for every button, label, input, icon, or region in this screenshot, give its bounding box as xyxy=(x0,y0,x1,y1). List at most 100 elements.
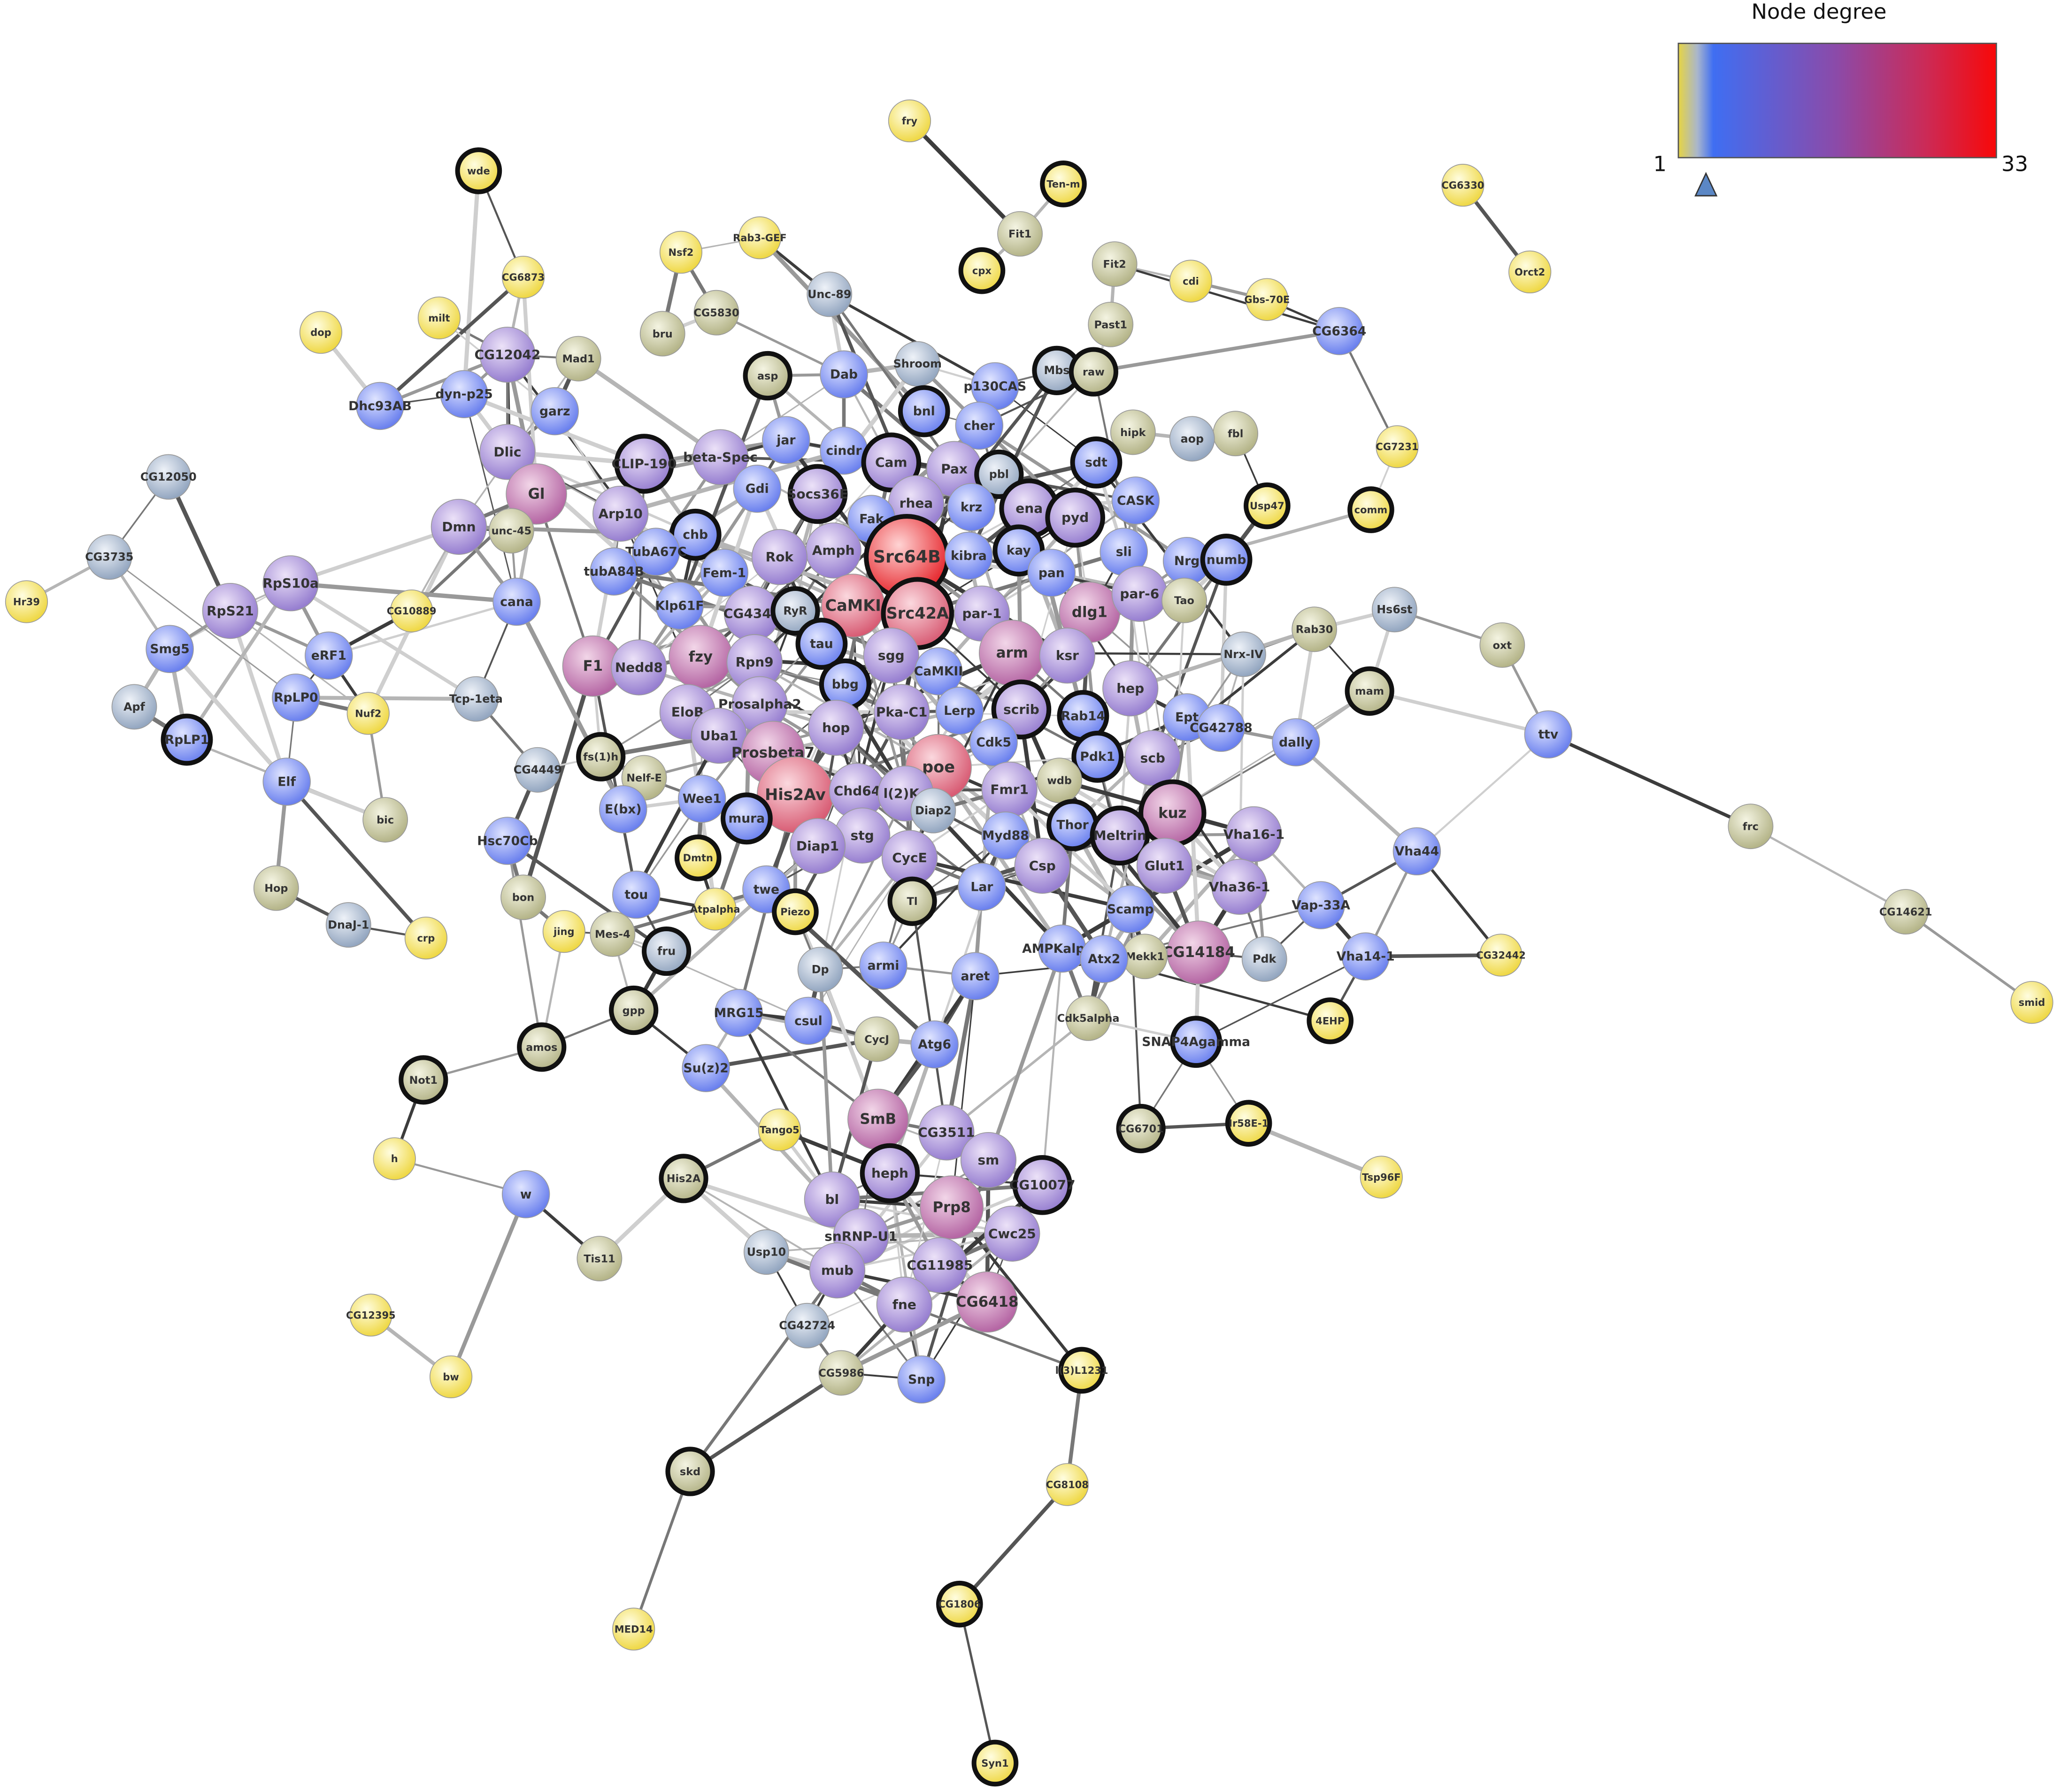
node-label: Mad1 xyxy=(562,353,595,365)
edge xyxy=(637,488,759,668)
node-group: Tango5 xyxy=(758,1108,801,1151)
node xyxy=(809,1242,866,1299)
node-label: F1 xyxy=(583,658,603,674)
node xyxy=(555,336,601,382)
node xyxy=(693,888,737,931)
node xyxy=(958,863,1006,911)
node-group: ksr xyxy=(1039,628,1095,684)
node xyxy=(111,684,157,730)
node-label: Fem-1 xyxy=(703,566,746,580)
node-label: Orct2 xyxy=(1515,267,1545,278)
node-group: wde xyxy=(455,147,502,194)
node-label: sli xyxy=(1116,545,1132,559)
node-label: CG12042 xyxy=(475,347,541,362)
node-group: Vha44 xyxy=(1392,827,1441,876)
node xyxy=(1315,307,1364,355)
node-label: dlg1 xyxy=(1072,604,1107,620)
node xyxy=(693,290,739,336)
node-group: CG6418 xyxy=(956,1271,1018,1333)
node-group: unc-45 xyxy=(488,508,534,554)
node-label: CG3511 xyxy=(918,1125,975,1140)
node-group: Gl xyxy=(506,463,567,525)
node-label: kibra xyxy=(951,549,987,563)
node-group: Fit2 xyxy=(1092,241,1138,287)
node-group: Mes-4 xyxy=(590,911,636,957)
node-label: snRNP-U1 xyxy=(824,1228,897,1244)
node xyxy=(453,676,499,722)
node-group: Lar xyxy=(958,863,1006,911)
node-group: Arp10 xyxy=(592,485,649,542)
node-label: 4EHP xyxy=(1315,1015,1345,1026)
node-label: Chd64 xyxy=(834,783,880,798)
edge xyxy=(766,1233,1012,1253)
node-label: cindr xyxy=(826,444,862,458)
node-label: Ept xyxy=(1175,710,1199,725)
node-group: Fem-1 xyxy=(700,549,749,597)
node xyxy=(960,1132,1017,1188)
node-label: Mes-4 xyxy=(595,928,631,941)
node-group: Atg6 xyxy=(910,1020,959,1069)
node xyxy=(1069,347,1118,397)
node-group: Rok xyxy=(751,529,807,585)
node-label: hop xyxy=(822,720,850,735)
node-label: skd xyxy=(680,1466,700,1478)
node-group: pyd xyxy=(1045,488,1105,548)
node-group: Prp8 xyxy=(920,1175,984,1240)
legend-max: 33 xyxy=(2001,152,2028,176)
node-group: 4EHP xyxy=(1307,997,1354,1044)
edge xyxy=(683,1178,838,1271)
node xyxy=(2010,981,2053,1024)
node xyxy=(356,382,404,430)
node-group: kibra xyxy=(945,531,993,580)
node-group: CLIP-190 xyxy=(612,434,677,494)
node-label: Not1 xyxy=(409,1074,438,1087)
node-group: Pdk1 xyxy=(1071,730,1124,783)
node xyxy=(1479,934,1523,977)
node-label: dyn-p25 xyxy=(435,387,492,402)
node-label: Vha16-1 xyxy=(1223,827,1284,842)
node xyxy=(958,247,1006,294)
node-group: armi xyxy=(859,942,907,990)
node-group: milt xyxy=(417,296,461,340)
node xyxy=(665,1447,715,1496)
node-group: gpp xyxy=(609,985,659,1035)
node-label: Tango5 xyxy=(760,1125,800,1136)
node xyxy=(797,947,843,993)
node xyxy=(1106,885,1154,934)
node-group: smid xyxy=(2010,981,2053,1024)
node xyxy=(86,534,132,580)
node-group: CG10889 xyxy=(387,589,436,633)
node-label: Csp xyxy=(1029,858,1056,873)
node xyxy=(784,1302,830,1348)
node-group: Dab xyxy=(820,350,868,398)
node-label: rhea xyxy=(900,495,933,511)
node-label: csul xyxy=(794,1014,823,1028)
node xyxy=(488,508,534,554)
node-label: RpS21 xyxy=(207,603,254,619)
node xyxy=(861,432,922,493)
node xyxy=(253,865,299,911)
node-label: MED14 xyxy=(615,1624,653,1635)
node-group: CG42724 xyxy=(779,1302,835,1348)
node-group: sdt xyxy=(1070,436,1123,489)
node-group: p130CAS xyxy=(964,362,1026,411)
node-label: CG10077 xyxy=(1009,1177,1076,1193)
node-group: Mad1 xyxy=(555,336,601,382)
node-label: oxt xyxy=(1493,639,1512,651)
node-group: aop xyxy=(1169,416,1215,462)
node-group: Tcp-1eta xyxy=(449,676,503,722)
node-label: Unc-89 xyxy=(807,288,851,301)
node-label: l(3)L1231 xyxy=(1055,1365,1108,1376)
node xyxy=(362,797,408,843)
edge xyxy=(632,844,819,1012)
node-label: RpLP1 xyxy=(165,733,209,747)
node-group: CG12050 xyxy=(140,454,197,500)
node-label: bon xyxy=(512,892,534,904)
node-label: CG8108 xyxy=(1046,1479,1089,1490)
node xyxy=(1347,486,1394,533)
node-group: RpS10a xyxy=(262,555,319,612)
node-group: frc xyxy=(1728,804,1774,850)
node-group: Cwc25 xyxy=(984,1205,1040,1262)
